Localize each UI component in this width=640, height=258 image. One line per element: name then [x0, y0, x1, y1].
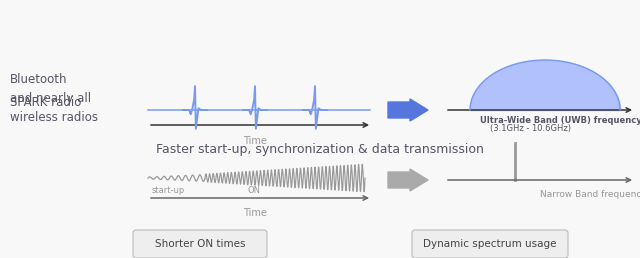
Text: Bluetooth
and nearly all
wireless radios: Bluetooth and nearly all wireless radios [10, 73, 98, 124]
Text: (3.1GHz - 10.6GHz): (3.1GHz - 10.6GHz) [490, 124, 571, 133]
Text: Time: Time [243, 136, 267, 146]
Text: Shorter ON times: Shorter ON times [155, 239, 245, 249]
FancyArrow shape [388, 169, 428, 191]
FancyArrow shape [388, 99, 428, 121]
Text: SPARK radio: SPARK radio [10, 96, 81, 109]
Text: Dynamic spectrum usage: Dynamic spectrum usage [423, 239, 557, 249]
Text: start-up: start-up [152, 186, 185, 195]
Text: ON: ON [248, 186, 261, 195]
Text: Faster start-up, synchronization & data transmission: Faster start-up, synchronization & data … [156, 143, 484, 156]
Text: Ultra-Wide Band (UWB) frequency spectrum: Ultra-Wide Band (UWB) frequency spectrum [480, 116, 640, 125]
FancyBboxPatch shape [412, 230, 568, 258]
FancyBboxPatch shape [133, 230, 267, 258]
Text: Time: Time [243, 208, 267, 218]
Text: Narrow Band frequency spectrum: Narrow Band frequency spectrum [540, 190, 640, 199]
